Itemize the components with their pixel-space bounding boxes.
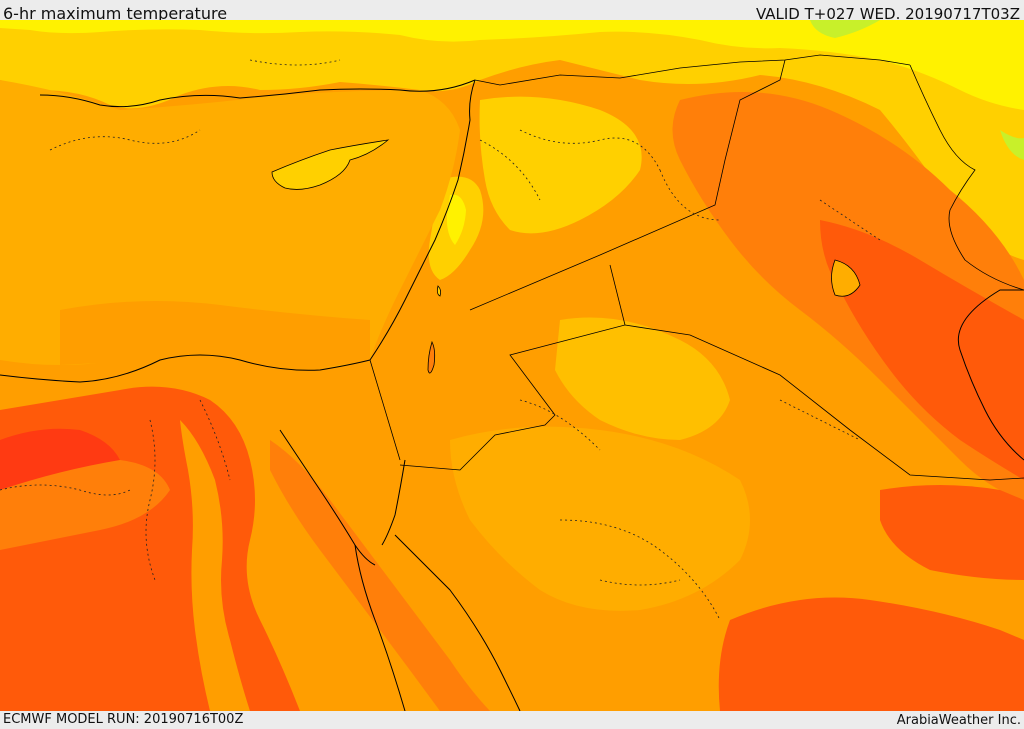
iraq-lake bbox=[831, 259, 861, 297]
coastline-aqaba-gulf bbox=[381, 459, 406, 546]
east-red-field bbox=[880, 485, 1024, 580]
egypt-orange-band bbox=[0, 460, 170, 550]
temperature-map bbox=[0, 20, 1024, 711]
border-egypt-israel bbox=[369, 359, 401, 461]
dead-sea-lake bbox=[427, 340, 436, 374]
gulf-red-field bbox=[820, 220, 1024, 480]
green-field-top bbox=[810, 20, 880, 38]
valid-time-label: VALID T+027 WED. 20190717T03Z bbox=[755, 5, 1020, 23]
header-bar bbox=[0, 0, 1024, 20]
border-jordan-saudi bbox=[399, 264, 626, 471]
coastline-red-sea-west bbox=[354, 544, 406, 711]
credit-label: ArabiaWeather Inc. bbox=[896, 713, 1021, 728]
mediterranean-orange-field bbox=[60, 301, 370, 369]
map-title: 6-hr maximum temperature bbox=[3, 4, 228, 23]
southeast-red-field bbox=[718, 597, 1024, 711]
lake-galilee bbox=[436, 285, 442, 297]
levant-bright-field bbox=[446, 194, 466, 245]
coastline-turkey bbox=[39, 79, 476, 108]
coastline-gulf bbox=[957, 289, 1024, 461]
coastline-north-africa bbox=[0, 354, 371, 383]
coastline-red-sea-east bbox=[394, 534, 521, 711]
model-run-label: ECMWF MODEL RUN: 20190716T00Z bbox=[3, 712, 244, 727]
green-field-east bbox=[1000, 130, 1024, 160]
nile-valley-field bbox=[180, 420, 250, 711]
syria-yellow-field bbox=[479, 96, 642, 234]
border-syria-iraq bbox=[469, 59, 786, 311]
footer-bar bbox=[0, 711, 1024, 729]
arabia-orange-field bbox=[450, 426, 750, 611]
yellow-north-field bbox=[0, 20, 1024, 260]
coastline-suez-gulf bbox=[279, 429, 376, 566]
border-turkey-syria bbox=[474, 54, 911, 86]
cyprus-island bbox=[271, 139, 390, 190]
border-iraq-saudi bbox=[624, 324, 1024, 481]
red-sea-field bbox=[270, 440, 490, 711]
coastline-levant bbox=[369, 79, 476, 361]
bright-yellow-field bbox=[0, 20, 1024, 110]
arabia-yellow-field bbox=[555, 317, 730, 440]
provincial-borders bbox=[0, 59, 881, 621]
border-iraq-iran bbox=[909, 64, 1024, 291]
